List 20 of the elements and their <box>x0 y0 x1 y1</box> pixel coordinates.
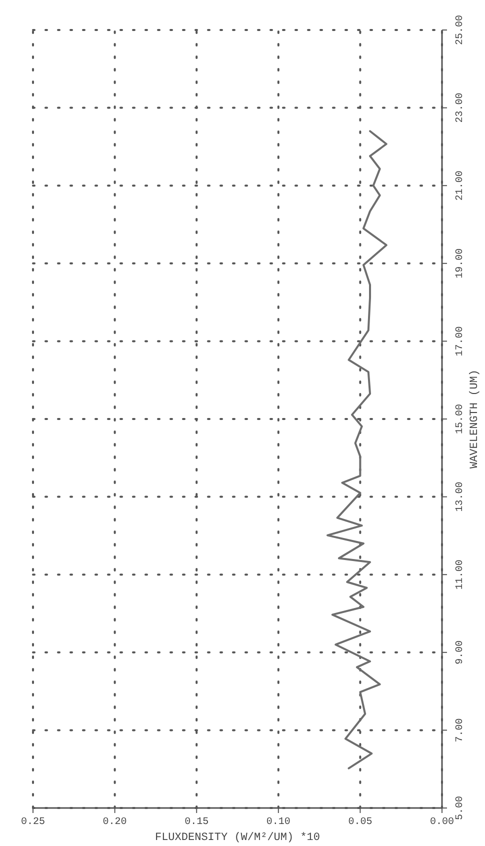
y-tick-label: 17.00 <box>455 326 466 356</box>
x-tick-label: 0.25 <box>20 817 46 828</box>
y-axis-title: WAVELENGTH (UM) <box>469 369 481 469</box>
y-tick-label: 13.00 <box>455 482 466 512</box>
x-tick-label: 0.10 <box>266 817 290 828</box>
y-tick-label: 7.00 <box>455 718 466 742</box>
x-tick-label: 0.20 <box>102 817 127 828</box>
line-series <box>326 130 388 770</box>
x-tick-label: 0.15 <box>184 817 209 828</box>
y-tick-label: 25.00 <box>455 14 466 46</box>
x-tick-label: 0.00 <box>430 817 454 828</box>
y-tick-label: 9.00 <box>455 640 466 664</box>
y-tick-label: 19.00 <box>455 248 466 278</box>
y-tick-label: 5.00 <box>455 796 466 820</box>
x-axis-title: FLUXDENSITY (W/M²/UM) *10 <box>154 832 320 844</box>
y-tick-label: 11.00 <box>455 560 466 590</box>
y-tick-label: 21.00 <box>455 170 466 201</box>
x-tick-label: 0.05 <box>348 817 372 828</box>
y-tick-label: 23.00 <box>455 92 466 123</box>
y-tick-label: 15.00 <box>455 404 466 434</box>
